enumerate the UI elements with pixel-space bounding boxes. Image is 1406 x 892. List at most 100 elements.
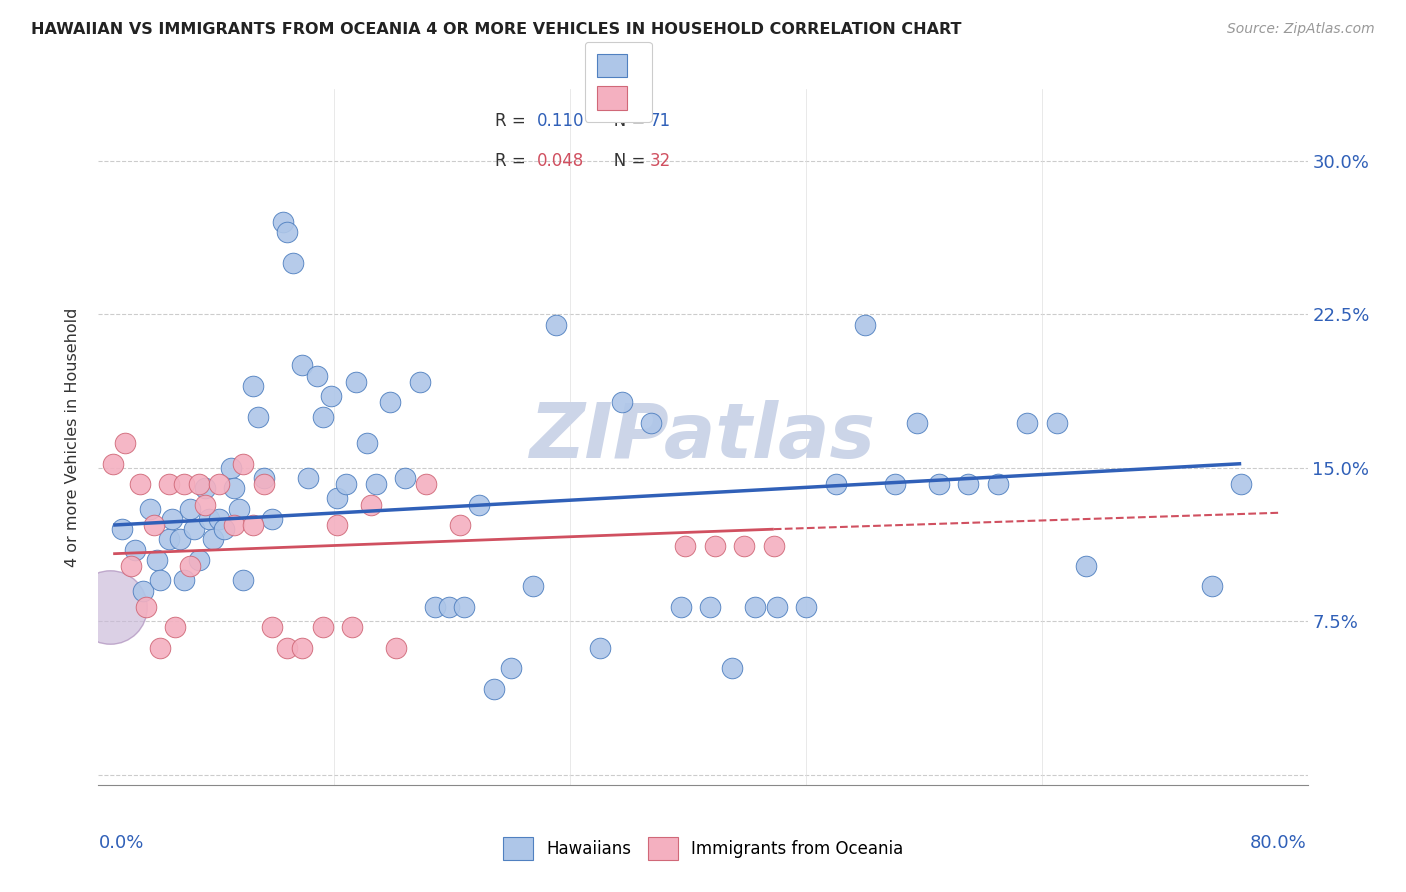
Point	[242, 518, 264, 533]
Point	[794, 599, 817, 614]
Point	[232, 457, 254, 471]
Point	[987, 477, 1010, 491]
Y-axis label: 4 or more Vehicles in Household: 4 or more Vehicles in Household	[65, 308, 80, 566]
Point	[326, 518, 349, 533]
Point	[1076, 559, 1098, 574]
Point	[311, 409, 333, 424]
Point	[409, 375, 432, 389]
Point	[165, 620, 187, 634]
Point	[335, 477, 357, 491]
Text: ZIPatlas: ZIPatlas	[530, 401, 876, 474]
Point	[905, 416, 928, 430]
Point	[449, 518, 471, 533]
Point	[610, 395, 633, 409]
Point	[194, 481, 217, 495]
Point	[131, 583, 153, 598]
Point	[228, 501, 250, 516]
Point	[824, 477, 846, 491]
Point	[246, 409, 269, 424]
Point	[135, 599, 157, 614]
Point	[311, 620, 333, 634]
Text: 32: 32	[650, 152, 671, 169]
Point	[1017, 416, 1039, 430]
Point	[385, 640, 408, 655]
Point	[276, 640, 298, 655]
Point	[346, 375, 368, 389]
Point	[232, 574, 254, 588]
Legend: Hawaiians, Immigrants from Oceania: Hawaiians, Immigrants from Oceania	[496, 830, 910, 867]
Point	[128, 477, 150, 491]
Text: 71: 71	[650, 112, 671, 129]
Point	[305, 368, 328, 383]
Point	[149, 574, 172, 588]
Point	[415, 477, 437, 491]
Point	[453, 599, 475, 614]
Point	[765, 599, 787, 614]
Point	[208, 512, 231, 526]
Point	[703, 539, 725, 553]
Text: R =: R =	[495, 112, 531, 129]
Point	[364, 477, 387, 491]
Point	[262, 620, 284, 634]
Point	[356, 436, 378, 450]
Point	[101, 457, 124, 471]
Point	[187, 553, 209, 567]
Point	[183, 522, 205, 536]
Point	[673, 539, 696, 553]
Point	[439, 599, 461, 614]
Point	[699, 599, 721, 614]
Point	[468, 498, 491, 512]
Point	[212, 522, 235, 536]
Point	[957, 477, 980, 491]
Point	[291, 359, 314, 373]
Point	[1046, 416, 1069, 430]
Point	[321, 389, 343, 403]
Point	[733, 539, 755, 553]
Point	[194, 498, 217, 512]
Point	[669, 599, 692, 614]
Point	[640, 416, 662, 430]
Point	[394, 471, 416, 485]
Point	[744, 599, 766, 614]
Text: N =: N =	[598, 112, 651, 129]
Point	[883, 477, 905, 491]
Point	[157, 477, 180, 491]
Text: 0.0%: 0.0%	[98, 834, 143, 852]
Point	[423, 599, 446, 614]
Point	[276, 226, 298, 240]
Point	[340, 620, 363, 634]
Point	[187, 477, 209, 491]
Point	[281, 256, 304, 270]
Text: N =: N =	[598, 152, 651, 169]
Text: R =: R =	[495, 152, 531, 169]
Point	[179, 501, 201, 516]
Point	[762, 539, 785, 553]
Point	[853, 318, 876, 332]
Point	[146, 553, 169, 567]
Text: HAWAIIAN VS IMMIGRANTS FROM OCEANIA 4 OR MORE VEHICLES IN HOUSEHOLD CORRELATION : HAWAIIAN VS IMMIGRANTS FROM OCEANIA 4 OR…	[31, 22, 962, 37]
Point	[173, 574, 195, 588]
Point	[222, 481, 245, 495]
Point	[173, 477, 195, 491]
Point	[589, 640, 612, 655]
Point	[291, 640, 314, 655]
Point	[1230, 477, 1253, 491]
Point	[360, 498, 382, 512]
Point	[501, 661, 523, 675]
Point	[297, 471, 319, 485]
Point	[98, 599, 121, 614]
Point	[179, 559, 201, 574]
Point	[522, 579, 544, 593]
Text: 80.0%: 80.0%	[1250, 834, 1306, 852]
Text: 0.110: 0.110	[537, 112, 585, 129]
Point	[252, 471, 274, 485]
Point	[721, 661, 744, 675]
Point	[149, 640, 172, 655]
Point	[198, 512, 221, 526]
Text: 0.048: 0.048	[537, 152, 585, 169]
Point	[114, 436, 136, 450]
Point	[262, 512, 284, 526]
Point	[326, 491, 349, 506]
Point	[111, 522, 134, 536]
Point	[222, 518, 245, 533]
